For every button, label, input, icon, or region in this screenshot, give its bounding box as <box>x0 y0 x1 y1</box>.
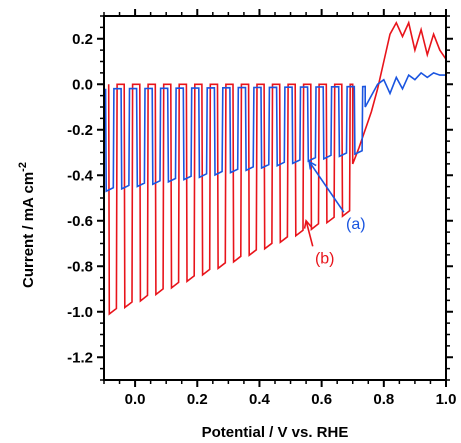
y-tick-label: 0.2 <box>72 31 93 48</box>
y-axis-title: Current / mA cm-2 <box>17 162 37 288</box>
annotation-label: (b) <box>315 250 335 267</box>
y-axis-title-group: Current / mA cm-2 <box>17 162 37 288</box>
x-tick-label: 0.6 <box>311 391 332 408</box>
y-tick-label: -0.2 <box>67 122 93 139</box>
y-axis-title-superscript: -2 <box>17 162 29 172</box>
annotation-label: (a) <box>346 216 366 233</box>
y-tick-label: -0.8 <box>67 258 93 275</box>
series-line-b <box>107 20 447 316</box>
y-tick-label: -1.0 <box>67 304 93 321</box>
x-tick-label: 1.0 <box>436 391 457 408</box>
x-axis-title: Potential / V vs. RHE <box>202 424 349 441</box>
x-tick-label: 0.8 <box>373 391 394 408</box>
x-tick-label: 0.0 <box>125 391 146 408</box>
y-tick-label: -1.2 <box>67 349 93 366</box>
y-tick-label: -0.4 <box>67 167 94 184</box>
axes: 0.0 0.2 0.4 0.6 0.8 1.0 0.2 0.0 -0.2 -0.4 -0.6 -0.8… <box>67 9 456 408</box>
x-tick-label: 0.4 <box>249 391 271 408</box>
annotation-arrowhead <box>308 160 317 170</box>
series-line-a <box>104 71 446 193</box>
x-tick-label: 0.2 <box>187 391 208 408</box>
annotations: (a) (b) <box>303 160 366 267</box>
plot-lines <box>104 20 447 316</box>
annotation-arrow <box>305 220 314 247</box>
y-tick-label: -0.6 <box>67 213 93 230</box>
y-axis-title-main: Current / mA cm <box>20 172 37 288</box>
annotation-arrow <box>308 161 345 213</box>
y-tick-label: 0.0 <box>72 76 93 93</box>
annotation-arrowhead <box>303 218 312 229</box>
